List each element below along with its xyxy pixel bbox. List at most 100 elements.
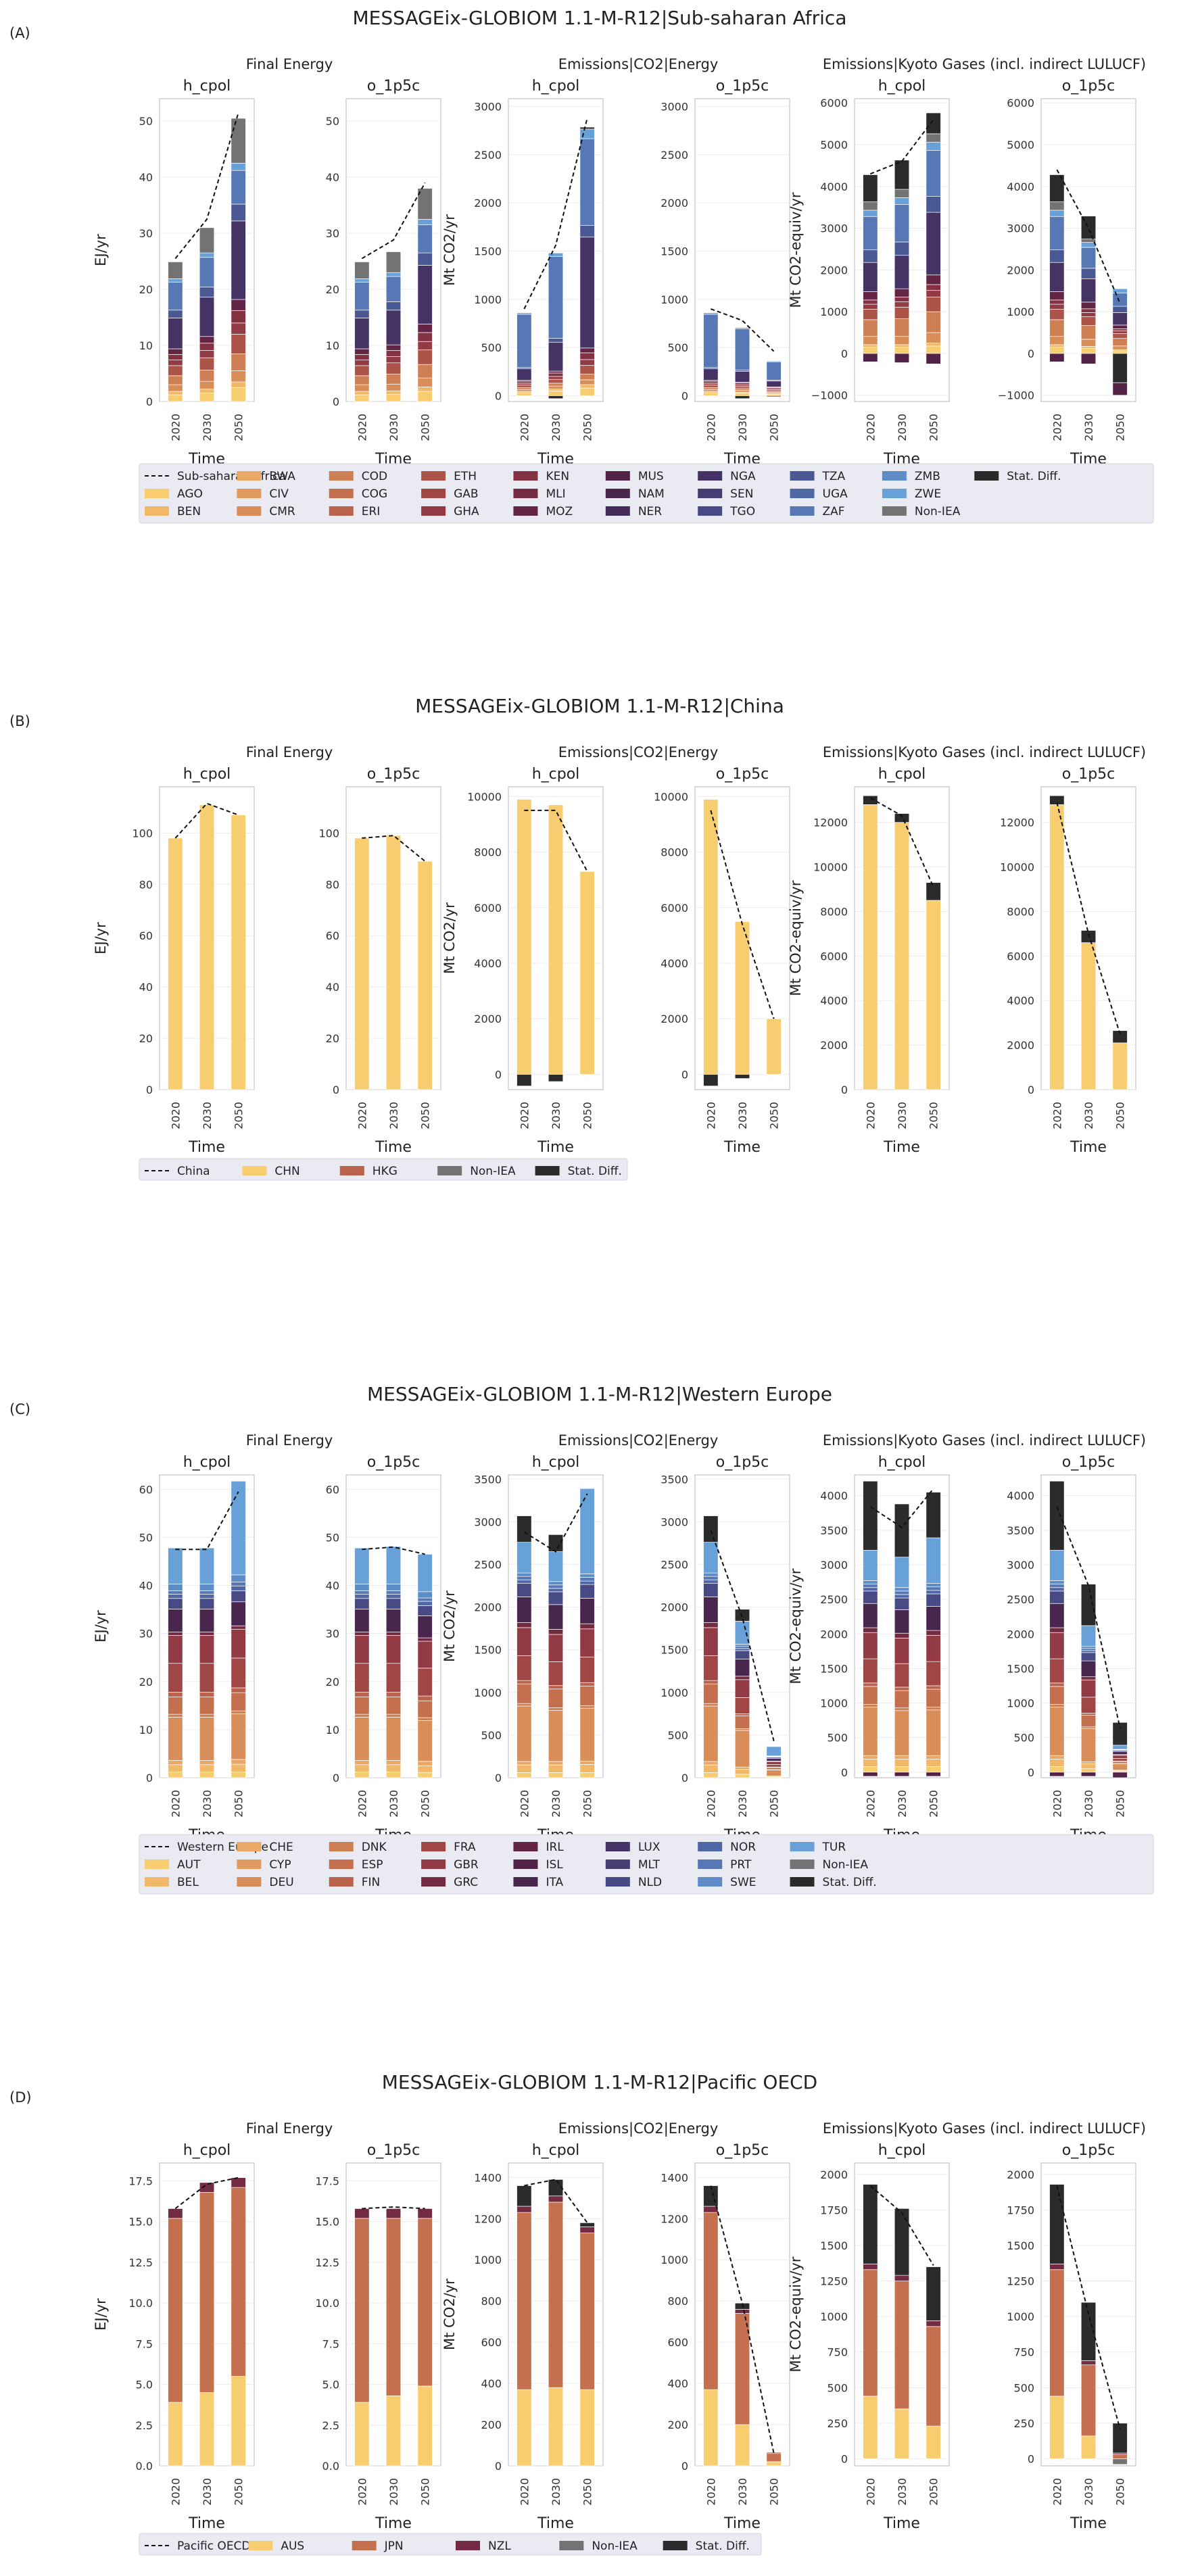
legend-label: CYP xyxy=(269,1858,291,1872)
bar-segment-cod xyxy=(734,388,750,391)
bar-segment-dnk xyxy=(926,1707,941,1711)
bar-segment-swe xyxy=(231,1574,246,1582)
y-tick-label: 2000 xyxy=(1007,2168,1034,2181)
bar-segment-cod xyxy=(579,373,595,381)
x-tick-label: 2030 xyxy=(896,414,909,441)
bar-segment-chn xyxy=(354,837,370,1090)
bar-segment-fin xyxy=(579,1682,595,1686)
legend-swatch xyxy=(698,1842,723,1851)
bar-segment-tza xyxy=(354,310,370,318)
total-line xyxy=(175,1491,239,1551)
y-tick-label: 1000 xyxy=(661,2254,688,2266)
bar-segment-chn xyxy=(168,837,183,1090)
legend-label: CHE xyxy=(269,1841,293,1854)
y-axis-label: Mt CO2-equiv/yr xyxy=(788,880,804,996)
bar-segment-bel xyxy=(168,1764,183,1772)
bar-segment-cod xyxy=(417,364,433,379)
legend-label: China xyxy=(177,1165,210,1178)
bar-segment-aus xyxy=(199,2392,215,2466)
bar-segment-ago xyxy=(1080,348,1097,354)
legend-label: COD xyxy=(362,470,387,483)
bar-segment-ken xyxy=(517,381,532,384)
scenario-label: h_cpol xyxy=(532,766,580,783)
scenario-label: h_cpol xyxy=(532,2142,580,2159)
bar-segment-grc xyxy=(734,1676,750,1680)
group-title: Emissions|Kyoto Gases (incl. indirect LU… xyxy=(823,2120,1146,2137)
bar-segment-stat-diff- xyxy=(548,395,564,399)
bar-segment-ken xyxy=(1112,329,1128,331)
bar-segment-gha xyxy=(1080,312,1097,317)
bar-segment-prt xyxy=(385,1590,402,1595)
bar-segment-gha xyxy=(199,350,215,358)
bar-segment-swe xyxy=(734,1644,750,1647)
y-tick-label: 3500 xyxy=(474,1473,502,1486)
bar-segment-eth xyxy=(548,379,564,384)
bar-segment-zaf xyxy=(734,328,750,370)
y-tick-label: 50 xyxy=(139,1531,153,1544)
bar-segment-tza xyxy=(168,310,183,318)
x-tick-label: 2020 xyxy=(169,1102,182,1129)
group-title: Emissions|Kyoto Gases (incl. indirect LU… xyxy=(823,1432,1146,1449)
total-line xyxy=(710,810,775,1019)
bar-segment-nga xyxy=(199,297,215,337)
bar-segment-chn xyxy=(894,822,910,1090)
bar-segment-ita xyxy=(517,1597,532,1623)
chart: o_1p5c 0 500 1000 1500 2000 2500 3000 3500 2020 20… xyxy=(661,1454,790,1844)
y-tick-label: 10 xyxy=(326,339,339,352)
scenario-label: o_1p5c xyxy=(716,2142,769,2159)
legend-swatch xyxy=(513,1860,538,1869)
bar-segment-ago xyxy=(517,392,532,396)
bar-segment-stat-diff- xyxy=(863,1480,878,1551)
bar-segment-grc xyxy=(199,1632,215,1636)
bar-segment-fin xyxy=(548,1685,564,1690)
y-tick-label: 12.5 xyxy=(315,2256,339,2269)
bar-segment-tur xyxy=(231,1480,246,1576)
bar-segment-tza xyxy=(385,301,402,311)
bar-segment-cod xyxy=(894,318,910,337)
legend-label: MUS xyxy=(638,470,664,483)
bar-segment-chn xyxy=(926,900,941,1090)
panel-title: MESSAGEix-GLOBIOM 1.1-M-R12|China xyxy=(415,695,784,717)
bar-segment-eth xyxy=(231,334,246,354)
y-tick-label: 0 xyxy=(1028,2452,1034,2465)
bar-segment-nga xyxy=(703,368,719,381)
y-tick-label: 0 xyxy=(495,2460,502,2473)
bar-segment-moz xyxy=(579,347,595,354)
bar-segment-stat-diff- xyxy=(734,1074,750,1079)
bar-segment-chn xyxy=(517,799,532,1075)
y-tick-label: 0 xyxy=(146,395,153,408)
bar-segment-dnk xyxy=(354,1714,370,1718)
y-tick-label: 17.5 xyxy=(128,2174,153,2187)
legend-swatch xyxy=(605,1842,630,1851)
legend-label: AUT xyxy=(177,1858,201,1872)
legend-swatch xyxy=(663,2541,688,2550)
total-line xyxy=(174,802,239,839)
bar-segment-fin xyxy=(199,1692,215,1697)
bar-segment-moz xyxy=(1112,324,1128,329)
chart: o_1p5c 0 2000 4000 6000 8000 10000 12000 2020 203… xyxy=(1000,766,1136,1156)
y-tick-label: 1000 xyxy=(820,1697,848,1710)
bar-segment-nzl xyxy=(1080,2360,1097,2366)
y-tick-label: 800 xyxy=(481,2295,502,2308)
legend-label: GRC xyxy=(454,1876,478,1889)
bar-segment-non-iea xyxy=(385,251,402,273)
chart: h_cpol −1000 0 1000 2000 3000 4000 5000 6000 Mt C… xyxy=(788,78,950,468)
bar-segment-che xyxy=(548,1761,564,1766)
bar-segment-deu xyxy=(517,1705,532,1762)
bar-segment-swe xyxy=(417,1591,433,1599)
total-line xyxy=(174,112,239,260)
chart: o_1p5c0102030405060202020302050Time xyxy=(326,1454,441,1844)
bar-segment-zaf xyxy=(1112,292,1128,307)
bar-segment-jpn xyxy=(168,2218,183,2403)
x-tick-label: 2050 xyxy=(233,414,245,441)
bar-segment-aus xyxy=(231,2376,246,2466)
y-tick-label: 0 xyxy=(681,1772,688,1784)
bar-segment-ben xyxy=(926,343,941,347)
bar-segment-tur xyxy=(199,1547,215,1584)
bar-segment-chn xyxy=(579,871,595,1075)
y-tick-label: 0.0 xyxy=(136,2460,153,2473)
x-tick-label: 2050 xyxy=(581,1102,594,1129)
bar-segment-fin xyxy=(417,1695,433,1701)
legend-swatch xyxy=(513,1877,538,1887)
